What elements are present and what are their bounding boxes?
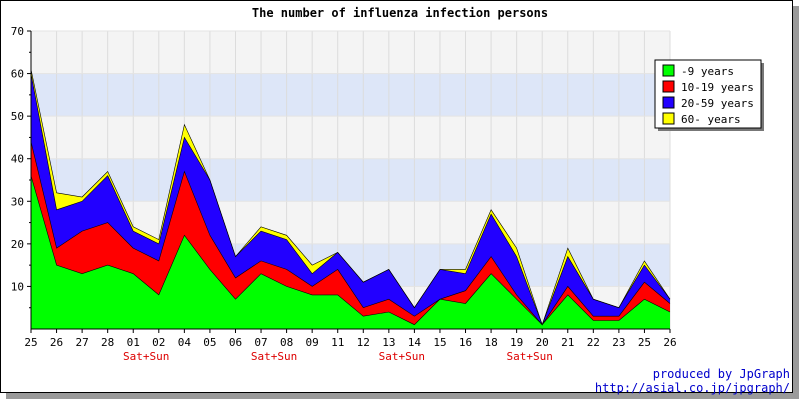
x-tick-label: 02 — [152, 336, 165, 349]
x-tick-label: 08 — [280, 336, 293, 349]
y-tick-label: 50 — [11, 110, 24, 123]
x-tick-label: 25 — [24, 336, 37, 349]
x-tick-label: 14 — [408, 336, 422, 349]
x-tick-label: 07 — [254, 336, 267, 349]
y-tick-label: 30 — [11, 195, 24, 208]
legend-label: 60- years — [681, 113, 741, 126]
legend-swatch — [662, 96, 675, 109]
x-tick-label: 27 — [75, 336, 88, 349]
x-tick-label: 05 — [203, 336, 216, 349]
legend-label: -9 years — [681, 65, 734, 78]
x-tick-label: 28 — [101, 336, 114, 349]
y-tick-label: 20 — [11, 238, 24, 251]
x-tick-label: 19 — [510, 336, 523, 349]
x-tick-label: 20 — [536, 336, 549, 349]
x-tick-label: 12 — [357, 336, 370, 349]
x-tick-label: 16 — [459, 336, 472, 349]
weekend-label: Sat+Sun — [123, 350, 169, 363]
y-tick-label: 60 — [11, 68, 24, 81]
x-tick-label: 18 — [484, 336, 497, 349]
y-tick-label: 10 — [11, 280, 24, 293]
weekend-label: Sat+Sun — [379, 350, 425, 363]
weekend-label: Sat+Sun — [506, 350, 552, 363]
plot-band — [31, 73, 670, 117]
x-tick-label: 09 — [306, 336, 319, 349]
legend-label: 20-59 years — [681, 97, 754, 110]
credit-line-2[interactable]: http://asial.co.jp/jpgraph/ — [594, 381, 790, 395]
x-tick-label: 21 — [561, 336, 574, 349]
series-outline — [30, 175, 671, 326]
weekend-label: Sat+Sun — [251, 350, 297, 363]
x-tick-label: 04 — [178, 336, 192, 349]
plot-band — [31, 158, 670, 202]
series-area-20-59-years — [31, 73, 670, 325]
legend-swatch — [662, 112, 675, 125]
series-area--9-years — [31, 175, 670, 329]
legend-swatch — [662, 80, 675, 93]
x-tick-label: 22 — [587, 336, 600, 349]
legend-label: 10-19 years — [681, 81, 754, 94]
series-outline — [30, 141, 671, 326]
x-tick-label: 23 — [612, 336, 625, 349]
plot-band — [31, 31, 670, 74]
legend-swatch — [662, 64, 675, 77]
chart-title: The number of influenza infection person… — [252, 6, 548, 20]
x-tick-label: 26 — [663, 336, 676, 349]
plot-band — [31, 116, 670, 159]
x-tick-label: 13 — [382, 336, 395, 349]
x-tick-label: 01 — [127, 336, 140, 349]
y-tick-label: 70 — [11, 25, 24, 38]
y-tick-label: 40 — [11, 153, 24, 166]
credit-line-1: produced by JpGraph — [652, 367, 790, 381]
x-tick-label: 11 — [331, 336, 344, 349]
x-tick-label: 25 — [638, 336, 651, 349]
x-tick-label: 06 — [229, 336, 242, 349]
series-outline — [30, 69, 671, 326]
x-tick-label: 26 — [50, 336, 63, 349]
x-tick-label: 15 — [433, 336, 446, 349]
